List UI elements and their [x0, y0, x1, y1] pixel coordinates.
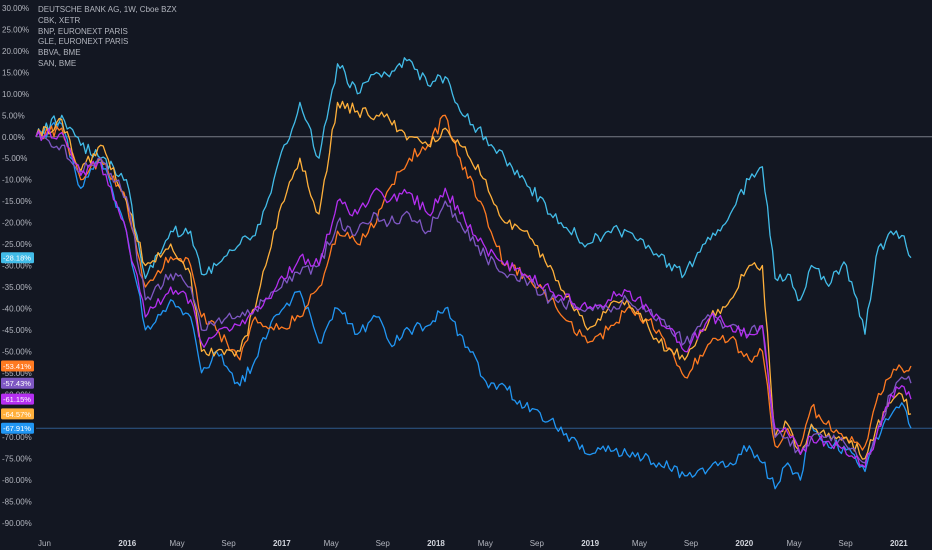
x-tick-label: Sep	[530, 539, 545, 548]
last-value-text: -61.15%	[3, 395, 31, 404]
legend-item-gle[interactable]: GLE, EURONEXT PARIS	[38, 37, 129, 47]
last-value-badge	[1, 393, 34, 405]
y-tick-label: -70.00%	[2, 433, 32, 442]
y-tick-label: -20.00%	[2, 219, 32, 228]
x-tick-label: Sep	[838, 539, 853, 548]
series-line[interactable]	[35, 121, 912, 490]
y-tick-label: -55.00%	[2, 369, 32, 378]
x-tick-label: 2017	[273, 539, 291, 548]
series-line[interactable]	[35, 114, 912, 451]
x-tick-label: May	[478, 539, 493, 548]
x-tick-label: May	[324, 539, 339, 548]
y-tick-label: 30.00%	[2, 4, 29, 13]
series-line[interactable]	[35, 57, 912, 335]
x-axis-labels: Jun 2016 May Sep 2017 May Sep 2018 May Sep 2019 May…	[38, 539, 908, 548]
y-tick-label: 15.00%	[2, 68, 29, 77]
last-value-text: -57.43%	[3, 379, 31, 388]
y-tick-label: -25.00%	[2, 240, 32, 249]
last-value-text: -67.91%	[3, 424, 31, 433]
y-tick-label: -75.00%	[2, 455, 32, 464]
x-tick-label: Sep	[221, 539, 236, 548]
series-line[interactable]	[35, 127, 912, 468]
legend-item-bbva[interactable]: BBVA, BME	[38, 48, 81, 58]
last-value-badges: -28.18% -53.41% -57.43% -61.15% -64.57% -67.9…	[1, 252, 34, 434]
y-tick-label: -50.00%	[2, 347, 32, 356]
x-tick-label: 2018	[427, 539, 445, 548]
last-value-badge	[1, 408, 34, 420]
legend-item-san[interactable]: SAN, BME	[38, 58, 77, 68]
series-line[interactable]	[35, 100, 912, 460]
last-value-text: -64.57%	[3, 410, 31, 419]
legend-item-bnp[interactable]: BNP, EURONEXT PARIS	[38, 26, 128, 36]
last-value-badge	[1, 377, 34, 389]
x-tick-label: Sep	[684, 539, 699, 548]
x-tick-label: Sep	[376, 539, 391, 548]
last-value-text: -28.18%	[3, 254, 31, 263]
y-axis-labels: 30.00% 25.00% 20.00% 15.00% 10.00% 5.00% 0.00%…	[2, 4, 32, 528]
last-value-badge	[1, 422, 34, 434]
x-tick-label: May	[169, 539, 184, 548]
legend-item-cbk[interactable]: CBK, XETR	[38, 15, 81, 25]
y-tick-label: -45.00%	[2, 326, 32, 335]
x-tick-label: May	[632, 539, 647, 548]
x-tick-label: May	[786, 539, 801, 548]
legend: DEUTSCHE BANK AG, 1W, Cboe BZX CBK, XETR…	[38, 5, 177, 70]
y-tick-label: 0.00%	[2, 133, 25, 142]
series-lines	[35, 57, 912, 490]
legend-main-symbol[interactable]: DEUTSCHE BANK AG, 1W, Cboe BZX	[38, 5, 177, 14]
y-tick-label: -90.00%	[2, 519, 32, 528]
y-tick-label: 25.00%	[2, 25, 29, 34]
y-tick-label: 5.00%	[2, 111, 25, 120]
y-tick-label: -40.00%	[2, 304, 32, 313]
y-tick-label: -80.00%	[2, 476, 32, 485]
y-tick-label: -10.00%	[2, 176, 32, 185]
y-tick-label: 10.00%	[2, 90, 29, 99]
y-tick-label: -85.00%	[2, 498, 32, 507]
x-tick-label: 2016	[118, 539, 136, 548]
y-tick-label: -5.00%	[2, 154, 27, 163]
y-tick-label: -15.00%	[2, 197, 32, 206]
x-tick-label: Jun	[38, 539, 51, 548]
x-tick-label: 2019	[581, 539, 599, 548]
y-tick-label: -30.00%	[2, 262, 32, 271]
last-value-badge	[1, 360, 34, 372]
last-value-text: -53.41%	[3, 362, 31, 371]
y-tick-label: 20.00%	[2, 47, 29, 56]
last-value-badge	[1, 252, 34, 264]
y-tick-label: -35.00%	[2, 283, 32, 292]
x-tick-label: 2021	[890, 539, 908, 548]
x-tick-label: 2020	[735, 539, 753, 548]
reference-lines	[36, 136, 932, 429]
